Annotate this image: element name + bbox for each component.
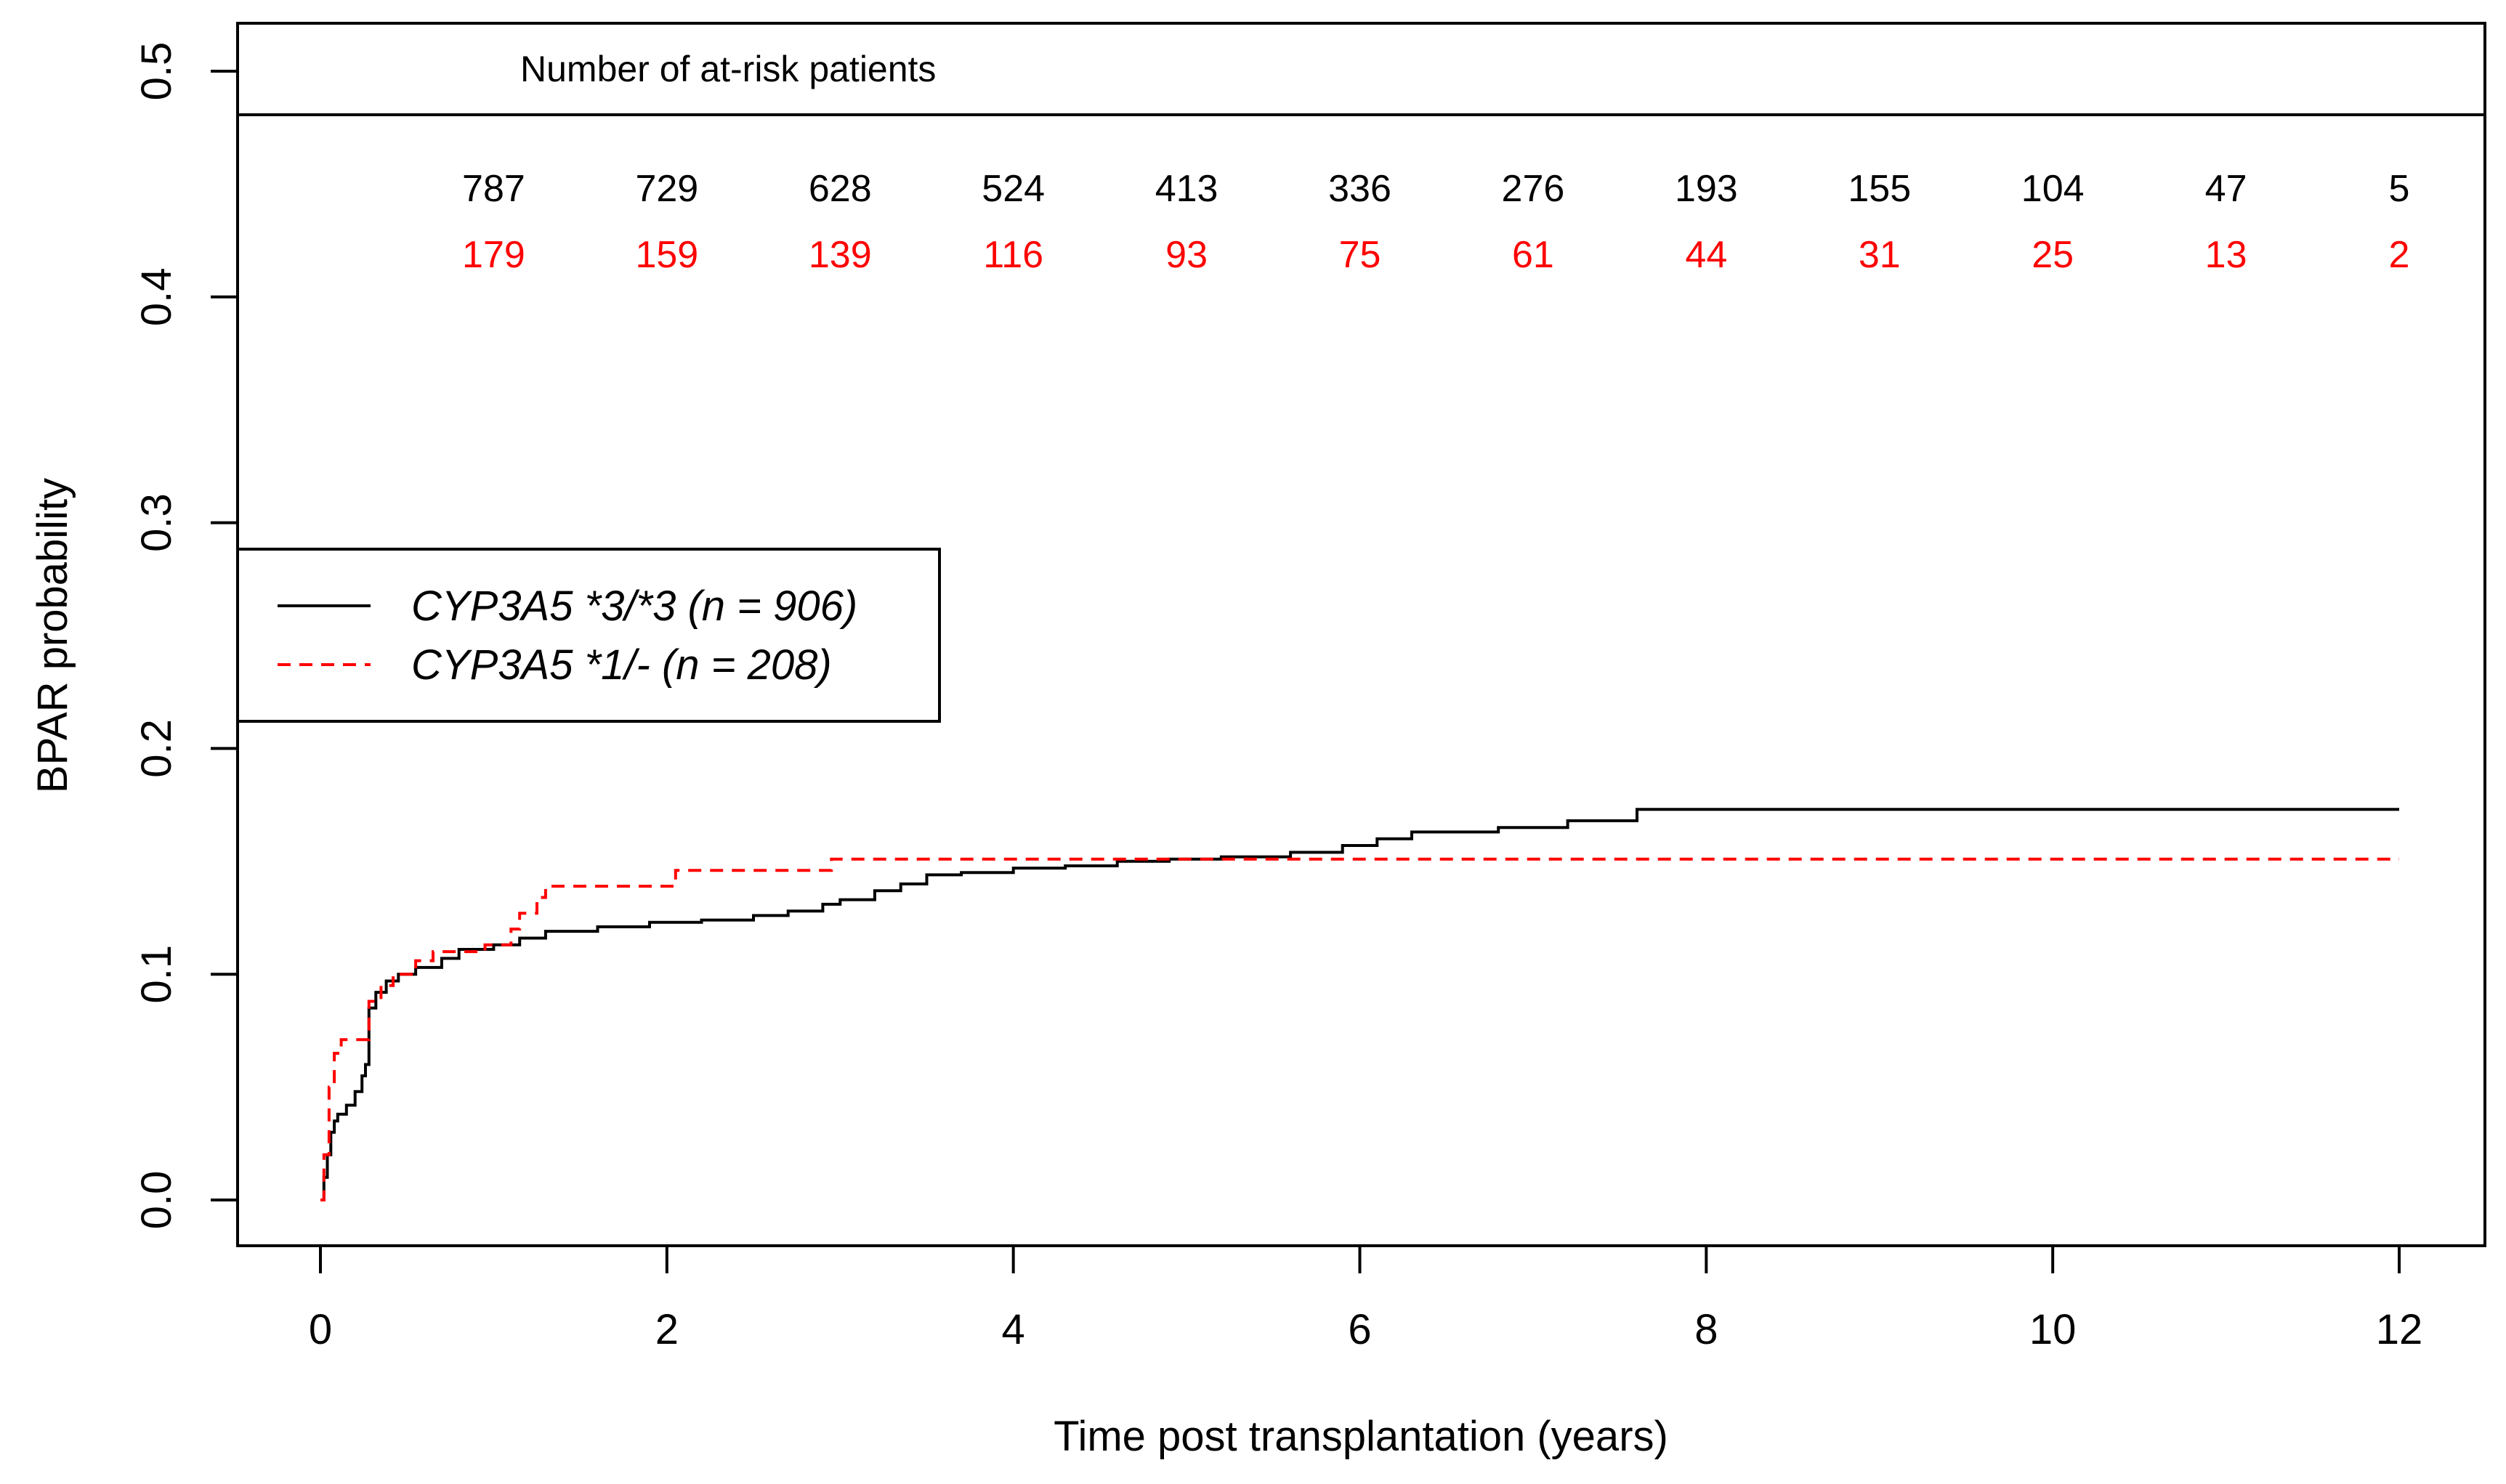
series-line-1 — [320, 808, 2399, 1201]
at-risk-value: 31 — [1859, 234, 1901, 276]
y-tick-label: 0.1 — [133, 945, 180, 1004]
at-risk-title: Number of at-risk patients — [520, 49, 936, 89]
at-risk-value: 413 — [1155, 168, 1218, 210]
x-tick-label: 6 — [1348, 1306, 1371, 1353]
at-risk-value: 729 — [635, 168, 698, 210]
y-tick-label: 0.0 — [133, 1171, 180, 1230]
at-risk-value: 139 — [809, 234, 872, 276]
series-line-2 — [320, 857, 2399, 1201]
at-risk-value: 179 — [462, 234, 525, 276]
at-risk-value: 116 — [983, 234, 1043, 276]
y-tick-label: 0.4 — [133, 267, 180, 326]
at-risk-table: 787 729 628 524 413 336 276 193 155 104 47 5 179 159 1… — [462, 168, 2409, 276]
y-tick-label: 0.2 — [133, 719, 180, 778]
x-tick-label: 0 — [309, 1306, 332, 1353]
x-tick-label: 4 — [1002, 1306, 1025, 1353]
at-risk-value: 159 — [635, 234, 698, 276]
at-risk-value: 93 — [1165, 234, 1208, 276]
at-risk-value: 61 — [1512, 234, 1554, 276]
y-tick-label: 0.3 — [133, 493, 180, 552]
x-tick-label: 2 — [655, 1306, 679, 1353]
at-risk-value: 155 — [1848, 168, 1911, 210]
at-risk-value: 5 — [2389, 168, 2410, 210]
y-axis-label: BPAR probability — [29, 478, 76, 793]
at-risk-value: 193 — [1675, 168, 1738, 210]
legend-label-series-1: CYP3A5 *3/*3 (n = 906) — [411, 583, 857, 630]
at-risk-value: 25 — [2032, 234, 2074, 276]
at-risk-value: 336 — [1328, 168, 1391, 210]
x-tick-label: 8 — [1694, 1306, 1718, 1353]
x-axis-label: Time post transplantation (years) — [1054, 1413, 1668, 1460]
at-risk-value: 787 — [462, 168, 525, 210]
legend: CYP3A5 *3/*3 (n = 906) CYP3A5 *1/- (n = … — [236, 548, 941, 723]
x-tick-label: 10 — [2029, 1306, 2077, 1353]
y-axis: 0.0 0.1 0.2 0.3 0.4 0.5 — [133, 42, 239, 1230]
legend-box — [236, 548, 941, 723]
at-risk-value: 628 — [809, 168, 872, 210]
at-risk-value: 524 — [982, 168, 1045, 210]
x-tick-label: 12 — [2376, 1306, 2423, 1353]
at-risk-value: 44 — [1685, 234, 1727, 276]
survival-curves — [320, 808, 2399, 1201]
at-risk-value: 75 — [1339, 234, 1381, 276]
legend-label-series-2: CYP3A5 *1/- (n = 208) — [411, 641, 832, 689]
at-risk-value: 47 — [2205, 168, 2247, 210]
at-risk-value: 2 — [2389, 234, 2410, 276]
at-risk-value: 276 — [1502, 168, 1565, 210]
x-axis: 0 2 4 6 8 10 12 — [309, 1244, 2423, 1353]
y-tick-label: 0.5 — [133, 42, 180, 101]
at-risk-value: 13 — [2205, 234, 2247, 276]
at-risk-value: 104 — [2021, 168, 2085, 210]
